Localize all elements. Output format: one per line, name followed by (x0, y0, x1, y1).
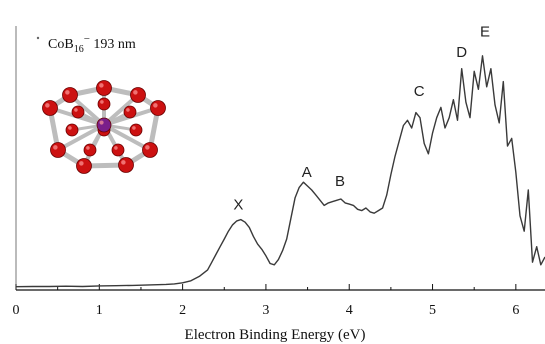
atom-highlight (145, 145, 150, 150)
atom-highlight (65, 90, 70, 95)
x-tick-label: 1 (96, 303, 103, 318)
atom-highlight (86, 146, 90, 150)
atom-highlight (100, 100, 104, 104)
atom (119, 158, 134, 173)
atom (51, 143, 66, 158)
atom (66, 124, 78, 136)
atom (151, 101, 166, 116)
atom-highlight (79, 161, 84, 166)
atom (112, 144, 124, 156)
atom (77, 159, 92, 174)
svg-text:CoB16− 193 nm: CoB16− 193 nm (48, 33, 136, 55)
atom (98, 98, 110, 110)
x-tick-label: 2 (179, 303, 186, 318)
atom (97, 81, 112, 96)
peak-label-d: D (456, 44, 467, 61)
atom-highlight (68, 126, 72, 130)
x-axis-title: Electron Binding Energy (eV) (185, 327, 366, 343)
atom-highlight (99, 83, 104, 88)
atom (124, 106, 136, 118)
peak-label-x: X (233, 196, 243, 213)
x-tick-label: 6 (512, 303, 519, 318)
peak-label-a: A (302, 164, 312, 181)
x-tick-label: 4 (346, 303, 353, 318)
peak-label-e: E (480, 23, 490, 40)
annotation-bullet (37, 37, 39, 39)
atom-highlight (114, 146, 118, 150)
atom (131, 88, 146, 103)
species-subscript: 16 (74, 44, 84, 55)
x-tick-label: 0 (13, 303, 20, 318)
atom-highlight (45, 103, 50, 108)
atom (72, 106, 84, 118)
x-tick-label: 3 (262, 303, 269, 318)
atom-highlight (74, 108, 78, 112)
atom-highlight (153, 103, 158, 108)
atom-highlight (126, 108, 130, 112)
peak-label-b: B (335, 173, 345, 190)
laser-wavelength: 193 nm (90, 37, 136, 52)
atom (130, 124, 142, 136)
atom-highlight (121, 160, 126, 165)
atom (97, 118, 111, 132)
atom (143, 143, 158, 158)
atom (84, 144, 96, 156)
species-formula: CoB (48, 37, 74, 52)
peak-label-c: C (414, 83, 425, 100)
atom-highlight (99, 120, 103, 124)
atom-highlight (53, 145, 58, 150)
x-tick-label: 5 (429, 303, 436, 318)
atom-highlight (132, 126, 136, 130)
atom (63, 88, 78, 103)
atom-highlight (133, 90, 138, 95)
atom (43, 101, 58, 116)
